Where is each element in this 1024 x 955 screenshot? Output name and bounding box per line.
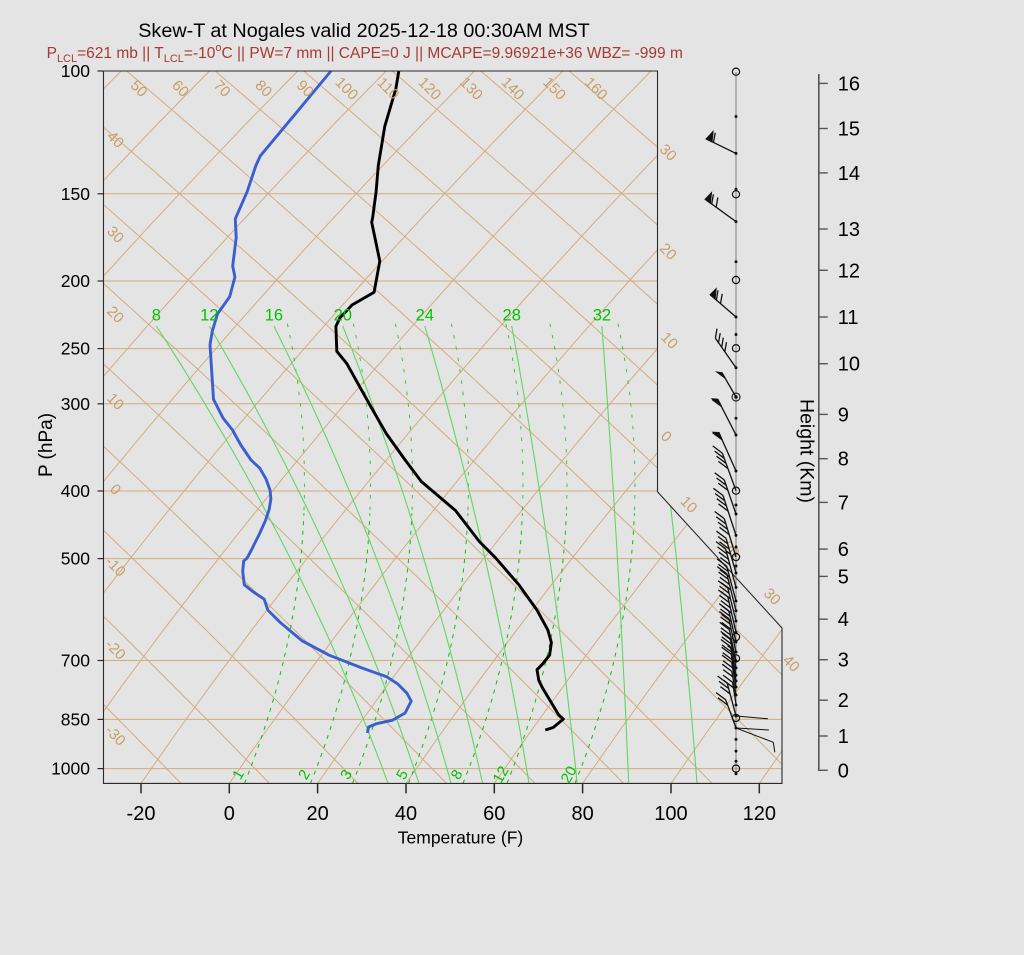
svg-text:1: 1: [838, 726, 849, 748]
svg-text:120: 120: [743, 803, 776, 825]
svg-text:5: 5: [838, 566, 849, 588]
svg-text:2: 2: [838, 690, 849, 712]
svg-text:20: 20: [306, 803, 328, 825]
svg-text:15: 15: [838, 119, 860, 141]
svg-text:-20: -20: [127, 803, 156, 825]
svg-text:150: 150: [61, 184, 90, 204]
svg-text:13: 13: [838, 219, 860, 241]
svg-text:1000: 1000: [51, 759, 90, 779]
svg-text:28: 28: [503, 307, 521, 325]
svg-text:250: 250: [61, 339, 90, 359]
svg-text:100: 100: [654, 803, 687, 825]
svg-text:14: 14: [838, 163, 860, 185]
svg-text:80: 80: [571, 803, 593, 825]
svg-text:Temperature (F): Temperature (F): [398, 828, 523, 848]
svg-text:60: 60: [483, 803, 505, 825]
svg-text:Height (Km): Height (Km): [796, 399, 818, 503]
svg-text:200: 200: [61, 271, 90, 291]
svg-text:700: 700: [61, 651, 90, 671]
svg-text:300: 300: [61, 394, 90, 414]
svg-text:16: 16: [838, 73, 860, 95]
svg-text:400: 400: [61, 481, 90, 501]
svg-text:20: 20: [334, 307, 352, 325]
svg-text:0: 0: [224, 803, 235, 825]
svg-text:3: 3: [838, 650, 849, 672]
svg-text:9: 9: [838, 404, 849, 426]
svg-text:P (hPa): P (hPa): [36, 413, 57, 477]
svg-text:16: 16: [265, 307, 283, 325]
svg-text:0: 0: [838, 760, 849, 782]
svg-text:Skew-T at Nogales valid 2025-1: Skew-T at Nogales valid 2025-12-18 00:30…: [138, 20, 590, 42]
svg-text:500: 500: [61, 549, 90, 569]
svg-text:24: 24: [416, 307, 434, 325]
svg-text:12: 12: [490, 763, 513, 786]
svg-text:100: 100: [61, 61, 90, 81]
svg-text:7: 7: [838, 492, 849, 514]
svg-text:32: 32: [593, 307, 611, 325]
svg-text:8: 8: [152, 307, 161, 325]
svg-text:8: 8: [838, 449, 849, 471]
svg-text:6: 6: [838, 539, 849, 561]
svg-text:40: 40: [395, 803, 417, 825]
svg-text:12: 12: [200, 307, 218, 325]
svg-text:11: 11: [838, 307, 859, 329]
svg-text:850: 850: [61, 709, 90, 729]
svg-text:4: 4: [838, 609, 849, 631]
svg-text:10: 10: [838, 354, 860, 376]
svg-text:20: 20: [558, 763, 581, 786]
svg-text:PLCL=621 mb || TLCL=-10oC || P: PLCL=621 mb || TLCL=-10oC || PW=7 mm || …: [47, 42, 683, 65]
svg-text:12: 12: [838, 260, 860, 282]
